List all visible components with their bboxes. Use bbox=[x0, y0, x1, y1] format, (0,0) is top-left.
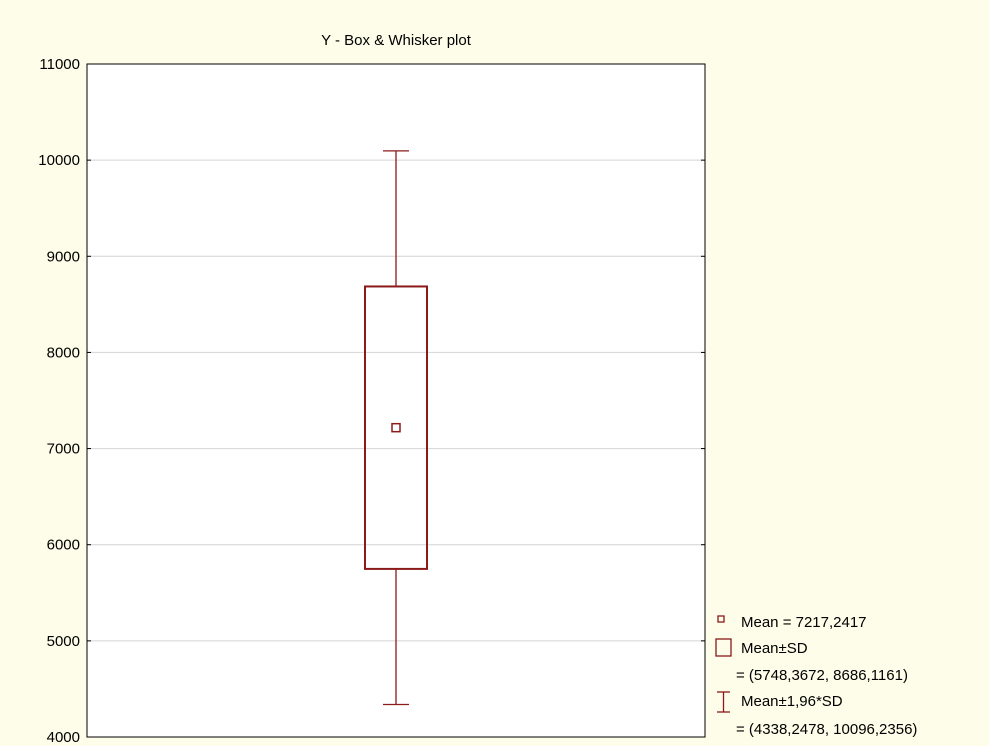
y-tick-label: 7000 bbox=[47, 441, 80, 458]
y-tick-label: 4000 bbox=[47, 729, 80, 746]
plot-border bbox=[86, 63, 706, 738]
box-plot bbox=[364, 150, 428, 706]
legend-sd-label: Mean±SD bbox=[741, 640, 808, 657]
y-tick-label: 5000 bbox=[47, 633, 80, 650]
y-tick-label: 6000 bbox=[47, 537, 80, 554]
legend-ci-marker bbox=[717, 691, 730, 713]
y-tick-label: 10000 bbox=[38, 152, 80, 169]
legend-ci-range: = (4338,2478, 10096,2356) bbox=[736, 721, 917, 738]
legend-sd-range: = (5748,3672, 8686,1161) bbox=[736, 667, 908, 684]
y-tick-label: 9000 bbox=[47, 248, 80, 265]
box-mean-sd bbox=[364, 285, 428, 570]
y-tick-label: 8000 bbox=[47, 344, 80, 361]
chart-title: Y - Box & Whisker plot bbox=[321, 32, 472, 49]
legend-sd-marker bbox=[715, 638, 732, 657]
y-tick-label: 11000 bbox=[39, 56, 80, 73]
legend-mean-label: Mean = 7217,2417 bbox=[741, 614, 867, 631]
legend-ci-label: Mean±1,96*SD bbox=[741, 693, 843, 710]
legend: Mean = 7217,2417 Mean±SD = (5748,3672, 8… bbox=[715, 614, 917, 738]
mean-marker bbox=[391, 422, 401, 433]
y-axis-ticks: 4000 5000 6000 7000 8000 9000 10000 11000 bbox=[38, 56, 705, 746]
legend-mean-marker bbox=[717, 615, 725, 623]
